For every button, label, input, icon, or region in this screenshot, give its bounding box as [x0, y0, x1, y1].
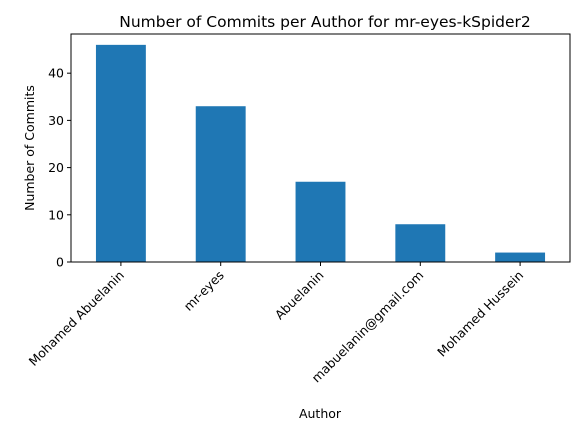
bar-4 — [495, 252, 546, 262]
bars-group — [95, 44, 546, 262]
y-axis-ticks: 0 10 20 30 40 — [48, 66, 71, 270]
y-tick-label-4: 40 — [48, 66, 64, 81]
bar-1 — [195, 106, 246, 262]
chart-title: Number of Commits per Author for mr-eyes… — [119, 13, 531, 31]
y-axis-label: Number of Commits — [22, 85, 37, 211]
y-tick-label-0: 0 — [56, 255, 64, 270]
y-tick-label-1: 10 — [48, 207, 64, 222]
plot-frame — [70, 33, 571, 263]
y-tick-label-3: 30 — [48, 113, 64, 128]
bar-0 — [95, 44, 146, 262]
x-axis-label: Author — [299, 406, 342, 421]
bar-3 — [395, 224, 446, 262]
bar-2 — [295, 181, 346, 262]
y-tick-label-2: 20 — [48, 160, 64, 175]
